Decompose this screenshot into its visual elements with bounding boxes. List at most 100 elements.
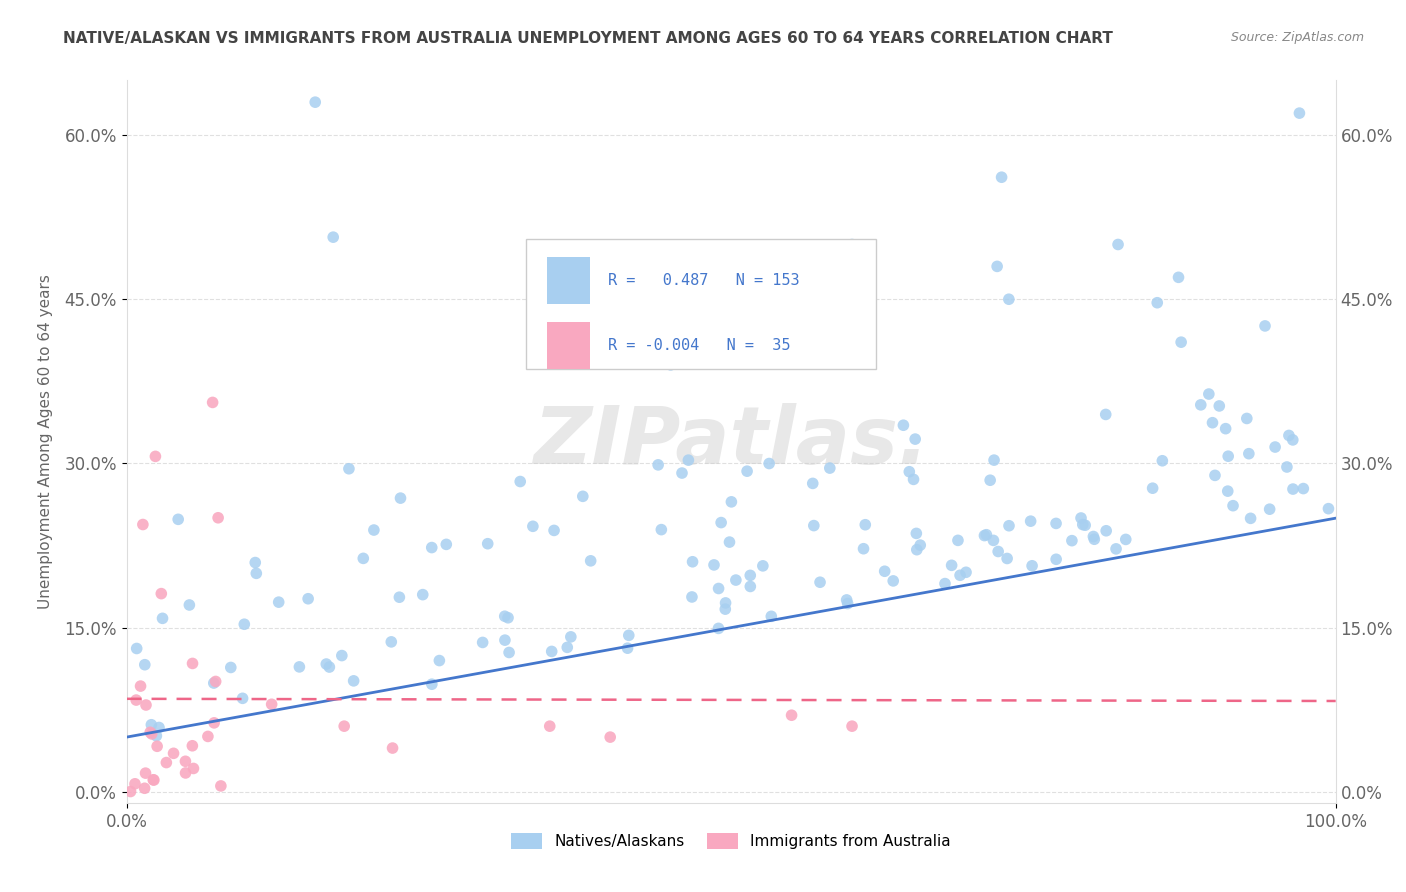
FancyBboxPatch shape bbox=[547, 257, 589, 304]
Point bbox=[853, 517, 876, 532]
Point bbox=[142, 772, 165, 787]
Point bbox=[707, 621, 730, 635]
Point bbox=[803, 518, 825, 533]
Point bbox=[852, 541, 875, 556]
Point bbox=[905, 542, 928, 557]
Point bbox=[141, 727, 163, 741]
Point bbox=[304, 95, 326, 110]
Point bbox=[898, 465, 921, 479]
Text: Source: ZipAtlas.com: Source: ZipAtlas.com bbox=[1230, 31, 1364, 45]
Point bbox=[1258, 502, 1281, 516]
Point bbox=[617, 628, 640, 642]
Point bbox=[363, 523, 385, 537]
Point bbox=[905, 526, 928, 541]
Legend: Natives/Alaskans, Immigrants from Australia: Natives/Alaskans, Immigrants from Austra… bbox=[512, 833, 950, 849]
Point bbox=[1152, 454, 1174, 468]
Point bbox=[201, 395, 224, 409]
Point bbox=[337, 461, 360, 475]
Point bbox=[744, 303, 766, 318]
Point bbox=[801, 476, 824, 491]
Point bbox=[183, 761, 205, 775]
Point bbox=[560, 630, 582, 644]
Point bbox=[998, 292, 1021, 306]
Point bbox=[1292, 482, 1315, 496]
Point bbox=[987, 544, 1010, 558]
Point bbox=[882, 574, 904, 588]
Point bbox=[1167, 270, 1189, 285]
Point bbox=[903, 472, 925, 486]
Point bbox=[498, 645, 520, 659]
Point bbox=[647, 458, 669, 472]
Point bbox=[752, 558, 775, 573]
Point bbox=[494, 609, 516, 624]
Point bbox=[522, 519, 544, 533]
Point bbox=[1236, 411, 1258, 425]
Point bbox=[288, 660, 311, 674]
Point bbox=[1071, 517, 1094, 532]
Point bbox=[1201, 416, 1223, 430]
Y-axis label: Unemployment Among Ages 60 to 64 years: Unemployment Among Ages 60 to 64 years bbox=[38, 274, 53, 609]
Point bbox=[145, 450, 167, 464]
Point bbox=[724, 573, 747, 587]
Point bbox=[1060, 533, 1083, 548]
Point bbox=[976, 527, 998, 541]
Point bbox=[152, 611, 174, 625]
Point bbox=[990, 170, 1012, 185]
Point bbox=[955, 566, 977, 580]
Point bbox=[1216, 484, 1239, 499]
Point bbox=[139, 725, 162, 739]
Point bbox=[761, 609, 783, 624]
Point bbox=[148, 721, 170, 735]
Point bbox=[207, 510, 229, 524]
Point bbox=[579, 554, 602, 568]
Point bbox=[873, 564, 896, 578]
Point bbox=[572, 489, 595, 503]
Point bbox=[434, 537, 457, 551]
Point bbox=[910, 538, 932, 552]
Text: R = -0.004   N =  35: R = -0.004 N = 35 bbox=[607, 338, 790, 353]
Point bbox=[983, 453, 1005, 467]
Point bbox=[381, 741, 404, 756]
Point bbox=[389, 491, 412, 505]
Point bbox=[135, 698, 157, 712]
Point bbox=[142, 772, 165, 787]
Point bbox=[949, 568, 972, 582]
Point bbox=[1215, 422, 1237, 436]
Point bbox=[125, 693, 148, 707]
Point bbox=[720, 495, 742, 509]
Point bbox=[380, 635, 402, 649]
Point bbox=[681, 590, 703, 604]
Point bbox=[983, 533, 1005, 548]
Point bbox=[893, 418, 915, 433]
Text: NATIVE/ALASKAN VS IMMIGRANTS FROM AUSTRALIA UNEMPLOYMENT AMONG AGES 60 TO 64 YEA: NATIVE/ALASKAN VS IMMIGRANTS FROM AUSTRA… bbox=[63, 31, 1114, 46]
Point bbox=[986, 260, 1008, 274]
Point bbox=[477, 537, 499, 551]
Point bbox=[678, 453, 700, 467]
Point bbox=[714, 602, 737, 616]
Point bbox=[859, 304, 882, 318]
Point bbox=[659, 358, 682, 372]
Point bbox=[179, 598, 201, 612]
Point bbox=[710, 516, 733, 530]
Point bbox=[202, 715, 225, 730]
Point bbox=[209, 779, 232, 793]
Point bbox=[1094, 408, 1116, 422]
Point bbox=[129, 679, 152, 693]
Point bbox=[1070, 511, 1092, 525]
Point bbox=[835, 593, 858, 607]
Point bbox=[973, 528, 995, 542]
Point bbox=[124, 777, 146, 791]
Point bbox=[412, 588, 434, 602]
Point bbox=[388, 591, 411, 605]
Point bbox=[181, 657, 204, 671]
Point bbox=[1278, 428, 1301, 442]
Point bbox=[1170, 335, 1192, 350]
Point bbox=[1021, 558, 1043, 573]
Point bbox=[233, 617, 256, 632]
Point bbox=[1019, 514, 1042, 528]
Point bbox=[1107, 237, 1129, 252]
Point bbox=[1198, 387, 1220, 401]
Point bbox=[232, 691, 254, 706]
Point bbox=[735, 464, 758, 478]
Point bbox=[245, 556, 267, 570]
